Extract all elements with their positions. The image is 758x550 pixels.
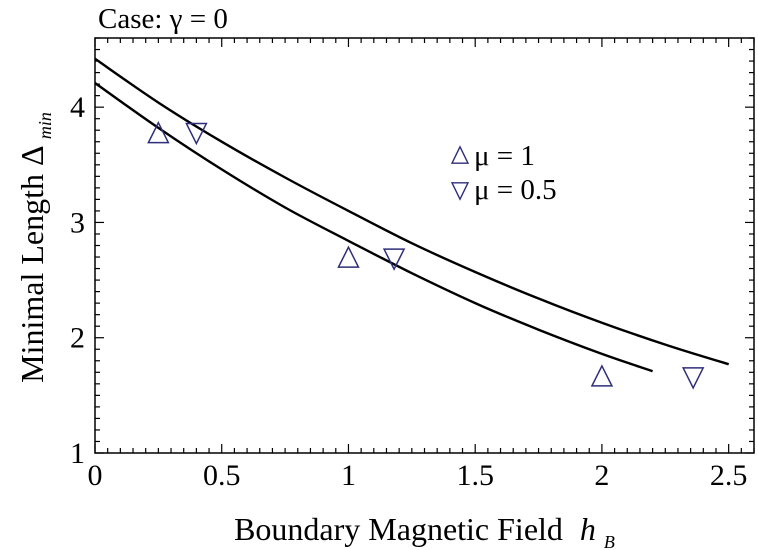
series-line-0 (94, 82, 653, 373)
series-line-1 (94, 57, 730, 366)
x-tick-label: 1 (341, 459, 356, 492)
legend: μ = 1 μ = 0.5 (450, 140, 557, 206)
y-axis-title-text: Minimal Length Δ (14, 146, 50, 383)
x-axis-title-text: Boundary Magnetic Field (234, 511, 563, 547)
plot-area-border (94, 37, 755, 454)
tick-labels: 0 0.5 1 1.5 2 2.5 1 2 3 4 (70, 91, 747, 492)
legend-triangle-up-icon (450, 145, 470, 164)
x-tick-label: 1.5 (456, 459, 494, 492)
chart-title: Case: γ = 0 (98, 3, 228, 35)
y-axis-title: Minimal Length Δ min (14, 112, 55, 383)
y-axis-title-subscript: min (35, 112, 55, 139)
y-tick-label: 4 (70, 91, 85, 124)
y-tick-label: 1 (70, 437, 85, 470)
y-tick-label: 2 (70, 322, 85, 355)
plot-frame (94, 37, 755, 454)
x-tick-label: 0.5 (203, 459, 241, 492)
legend-item-mu-0-5: μ = 0.5 (450, 174, 557, 206)
x-tick-label: 2.5 (710, 459, 748, 492)
series-curves (94, 57, 730, 373)
x-axis-title-variable: h (580, 511, 596, 547)
triangle-up-marker (590, 364, 614, 387)
legend-triangle-down-icon (450, 182, 470, 201)
triangle-down-marker (681, 367, 705, 390)
legend-label-mu-1: μ = 1 (474, 140, 535, 172)
y-tick-label: 3 (70, 206, 85, 239)
triangle-up-marker (147, 121, 170, 144)
triangle-up-marker (337, 245, 360, 268)
series-markers (147, 121, 705, 390)
x-axis-title-subscript: B (604, 532, 615, 550)
axis-ticks (94, 37, 755, 454)
triangle-down-marker (382, 248, 406, 271)
x-tick-label: 2 (594, 459, 609, 492)
x-axis-title: Boundary Magnetic Field h B (234, 511, 615, 550)
legend-item-mu-1: μ = 1 (450, 140, 535, 172)
x-tick-label: 0 (88, 459, 103, 492)
triangle-down-marker (185, 122, 208, 146)
legend-label-mu-0-5: μ = 0.5 (474, 174, 557, 206)
